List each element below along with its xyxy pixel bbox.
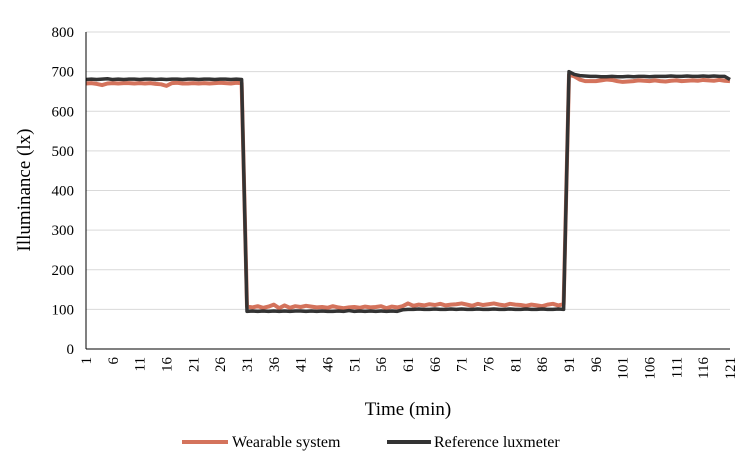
x-tick-label: 36 [267,357,283,373]
y-tick-label: 600 [52,104,75,120]
x-tick-label: 86 [535,357,551,373]
y-tick-label: 300 [52,223,75,239]
x-tick-label: 106 [643,357,659,380]
x-tick-label: 66 [428,357,444,373]
y-tick-label: 500 [52,144,75,160]
y-tick-label: 400 [52,184,75,200]
x-tick-label: 81 [508,357,524,372]
x-tick-label: 31 [240,357,256,372]
y-tick-label: 200 [52,263,75,279]
x-tick-label: 61 [401,357,417,372]
x-tick-label: 101 [616,357,632,380]
x-tick-label: 51 [347,357,363,372]
legend-label-wearable: Wearable system [232,434,341,451]
x-tick-label: 121 [723,357,739,380]
x-tick-label: 111 [669,357,685,378]
x-tick-label: 16 [160,357,176,373]
x-tick-label: 76 [482,357,498,373]
x-tick-label: 46 [321,357,337,373]
axes [85,32,730,350]
x-tick-label: 6 [106,357,122,365]
x-tick-label: 11 [133,357,149,371]
x-tick-label: 71 [455,357,471,372]
x-tick-label: 1 [79,357,95,365]
y-tick-labels: 0 100 200 300 400 500 600 700 800 [52,25,75,358]
series-line-reference-luxmeter [85,69,731,314]
y-tick-label: 0 [67,342,75,358]
x-tick-label: 91 [562,357,578,372]
x-tick-label: 56 [374,357,390,373]
series-lines [85,69,731,314]
y-tick-label: 700 [52,65,75,81]
series-line-wearable-system [85,72,731,311]
x-tick-label: 116 [696,357,712,379]
x-axis-title: Time (min) [365,399,451,420]
y-tick-label: 800 [52,25,75,41]
x-tick-label: 41 [294,357,310,372]
gridlines [86,31,730,310]
x-tick-label: 96 [589,357,605,373]
x-tick-labels: 1 6 11 16 21 26 31 36 41 46 51 56 61 66 71 76 81 86 91 96 10… [79,357,739,380]
legend: Wearable system Reference luxmeter [182,434,560,451]
legend-label-reference: Reference luxmeter [434,434,560,451]
x-tick-label: 21 [186,357,202,372]
x-tick-label: 26 [213,357,229,373]
y-tick-label: 100 [52,302,75,318]
y-axis-title: Illuminance (lx) [14,129,35,252]
